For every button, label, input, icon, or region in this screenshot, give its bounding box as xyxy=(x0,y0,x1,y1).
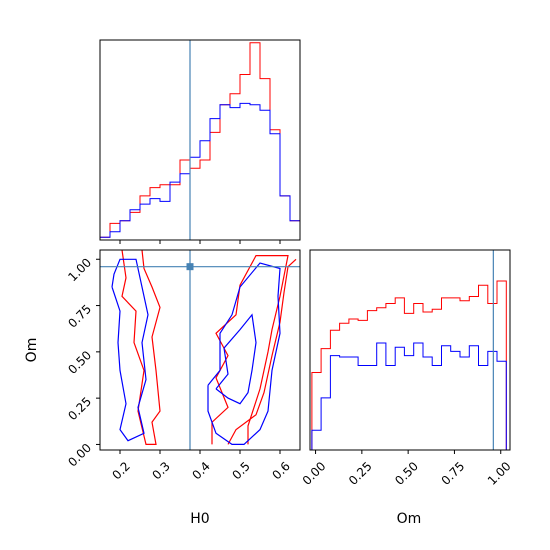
axis-labels: H0 Om Om xyxy=(24,338,421,527)
x-axis-label-om: Om xyxy=(397,511,422,527)
om-hist-blue-series xyxy=(311,342,507,450)
contour-frame xyxy=(99,249,301,451)
h0-hist-blue-series xyxy=(100,102,300,240)
h0-tick-label-0.2: 0.2 xyxy=(110,459,133,482)
h0-histogram-panel xyxy=(99,39,301,244)
om-ytick-label-0.00: 0.00 xyxy=(65,441,94,470)
y-axis-label-om: Om xyxy=(24,338,40,363)
contour-red-3 xyxy=(227,258,297,445)
h0-tick-label-0.3: 0.3 xyxy=(150,459,173,482)
om-histogram-panel: 0.00 0.25 0.50 0.75 1.00 xyxy=(300,249,514,488)
h0-tick-label-0.5: 0.5 xyxy=(230,459,253,482)
h0-tick-label-0.4: 0.4 xyxy=(190,459,213,482)
om-xtick-label-0.00: 0.00 xyxy=(300,459,329,488)
om-hist-red-series xyxy=(311,280,507,450)
om-xtick-label-1.00: 1.00 xyxy=(485,459,514,488)
contour-blue-4 xyxy=(111,258,149,442)
om-xtick-label-0.75: 0.75 xyxy=(439,459,468,488)
contour-blue-5 xyxy=(207,262,281,445)
om-xtick-label-0.50: 0.50 xyxy=(392,459,421,488)
x-axis-label-h0: H0 xyxy=(190,511,209,527)
om-ytick-label-0.25: 0.25 xyxy=(65,394,94,423)
h0-tick-label-0.6: 0.6 xyxy=(270,459,293,482)
contour-red-2 xyxy=(211,255,289,445)
contour-red-1 xyxy=(121,250,161,445)
h0-om-contour-panel: 0.2 0.3 0.4 0.5 0.6 0.00 0.25 0.50 0.75 1.00 xyxy=(65,249,301,482)
om-ytick-label-1.00: 1.00 xyxy=(65,255,94,284)
om-xtick-label-0.25: 0.25 xyxy=(346,459,375,488)
om-ytick-label-0.50: 0.50 xyxy=(65,348,94,377)
truth-marker xyxy=(186,263,194,271)
om-hist-frame xyxy=(309,249,511,451)
contour-blue-6 xyxy=(215,313,257,405)
om-ytick-label-0.75: 0.75 xyxy=(65,302,94,331)
